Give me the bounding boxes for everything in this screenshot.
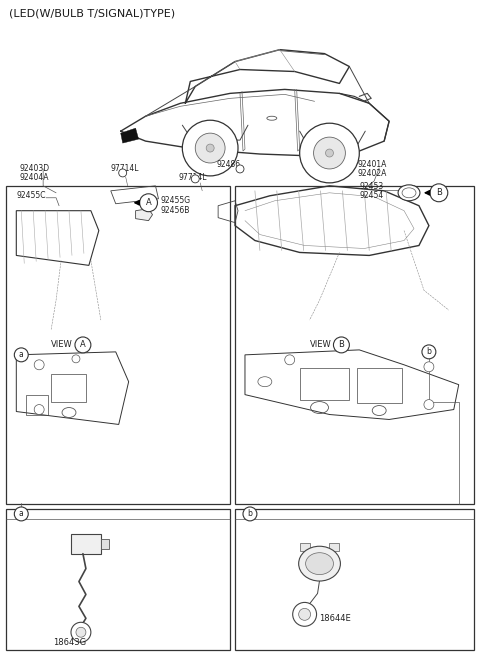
Bar — [26, 395, 48, 414]
Circle shape — [313, 137, 346, 169]
Text: 92454: 92454 — [360, 191, 384, 200]
Bar — [300, 543, 310, 550]
Circle shape — [140, 194, 157, 212]
Ellipse shape — [398, 185, 420, 201]
Circle shape — [14, 348, 28, 362]
Text: 92404A: 92404A — [19, 174, 49, 182]
Text: 92486: 92486 — [216, 160, 240, 170]
Circle shape — [206, 144, 214, 152]
Bar — [300, 368, 349, 399]
Text: 92402A: 92402A — [357, 170, 387, 178]
Circle shape — [243, 507, 257, 521]
Text: b: b — [426, 347, 432, 356]
Text: B: B — [436, 188, 442, 197]
Circle shape — [192, 175, 199, 183]
Ellipse shape — [299, 546, 340, 581]
Text: 92401A: 92401A — [357, 160, 387, 170]
Circle shape — [76, 627, 86, 637]
Bar — [6, 186, 230, 504]
Circle shape — [422, 345, 436, 359]
Text: (LED(W/BULB T/SIGNAL)TYPE): (LED(W/BULB T/SIGNAL)TYPE) — [9, 9, 176, 19]
Text: A: A — [145, 198, 151, 207]
Text: 92453: 92453 — [360, 182, 384, 191]
Text: VIEW: VIEW — [310, 341, 331, 349]
Circle shape — [75, 337, 91, 353]
Circle shape — [424, 362, 434, 372]
Circle shape — [14, 507, 28, 521]
Text: 92455G: 92455G — [160, 196, 191, 205]
Bar — [71, 534, 101, 554]
Text: 97714L: 97714L — [111, 164, 139, 174]
Text: 97714L: 97714L — [179, 174, 207, 182]
Bar — [6, 509, 230, 650]
Text: VIEW: VIEW — [51, 341, 73, 349]
Circle shape — [71, 622, 91, 642]
Circle shape — [72, 355, 80, 363]
Circle shape — [334, 337, 349, 353]
Circle shape — [236, 165, 244, 173]
Bar — [329, 543, 339, 550]
Circle shape — [299, 609, 311, 620]
Text: 18643G: 18643G — [53, 638, 86, 647]
Text: a: a — [19, 350, 24, 359]
Circle shape — [424, 399, 434, 410]
Bar — [357, 368, 402, 403]
Bar — [51, 374, 86, 401]
Circle shape — [119, 169, 127, 177]
Polygon shape — [136, 209, 153, 220]
Circle shape — [285, 355, 295, 365]
Text: 92403D: 92403D — [19, 164, 49, 174]
Polygon shape — [120, 128, 139, 143]
Bar — [235, 509, 474, 650]
Circle shape — [300, 123, 360, 183]
Text: 18644E: 18644E — [320, 614, 351, 623]
Text: 92456B: 92456B — [160, 206, 190, 215]
Circle shape — [34, 405, 44, 414]
Circle shape — [325, 149, 334, 157]
Circle shape — [430, 184, 448, 202]
Circle shape — [195, 133, 225, 163]
Circle shape — [182, 120, 238, 176]
Bar — [101, 539, 109, 548]
Ellipse shape — [306, 552, 334, 575]
Circle shape — [34, 360, 44, 370]
Circle shape — [293, 603, 316, 626]
Text: b: b — [248, 510, 252, 518]
Text: A: A — [80, 341, 86, 349]
Text: 92455C: 92455C — [16, 191, 46, 200]
Bar — [235, 186, 474, 504]
Text: B: B — [338, 341, 344, 349]
Text: a: a — [19, 510, 24, 518]
